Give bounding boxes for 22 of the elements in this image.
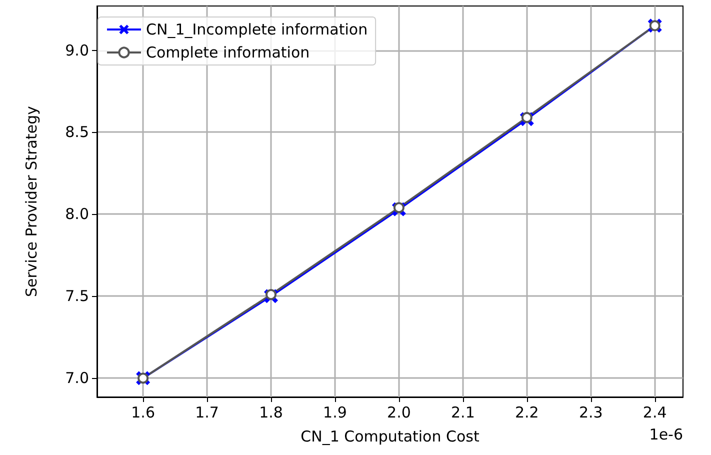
point xyxy=(393,202,404,214)
y-tick-label: 8.0 xyxy=(65,205,89,224)
x-tick-label: 1.6 xyxy=(131,404,155,422)
x-tick-label: 2.4 xyxy=(642,404,667,422)
x-tick-label: 1.8 xyxy=(259,404,283,422)
legend-label: Complete information xyxy=(146,44,310,62)
y-tick-label: 9.0 xyxy=(65,41,89,60)
legend-label: CN_1_Incomplete information xyxy=(146,20,368,38)
x-tick-label: 1.9 xyxy=(323,404,347,422)
y-tick-label: 7.5 xyxy=(65,287,89,306)
x-tick-label: 2.2 xyxy=(514,404,539,422)
x-tick-label: 2.1 xyxy=(451,404,475,422)
y-tick-label: 7.0 xyxy=(65,369,89,388)
point xyxy=(521,112,532,123)
x-tick-label: 2.0 xyxy=(387,404,411,422)
x-axis-title: CN_1 Computation Cost xyxy=(300,428,480,446)
y-axis-title: Service Provider Strategy xyxy=(22,106,40,298)
x-tick-label: 2.3 xyxy=(578,404,603,422)
y-tick-label: 8.5 xyxy=(65,123,89,142)
x-tick-label: 1.7 xyxy=(195,404,219,422)
text: 1e-6 xyxy=(649,426,684,444)
point xyxy=(266,289,277,300)
